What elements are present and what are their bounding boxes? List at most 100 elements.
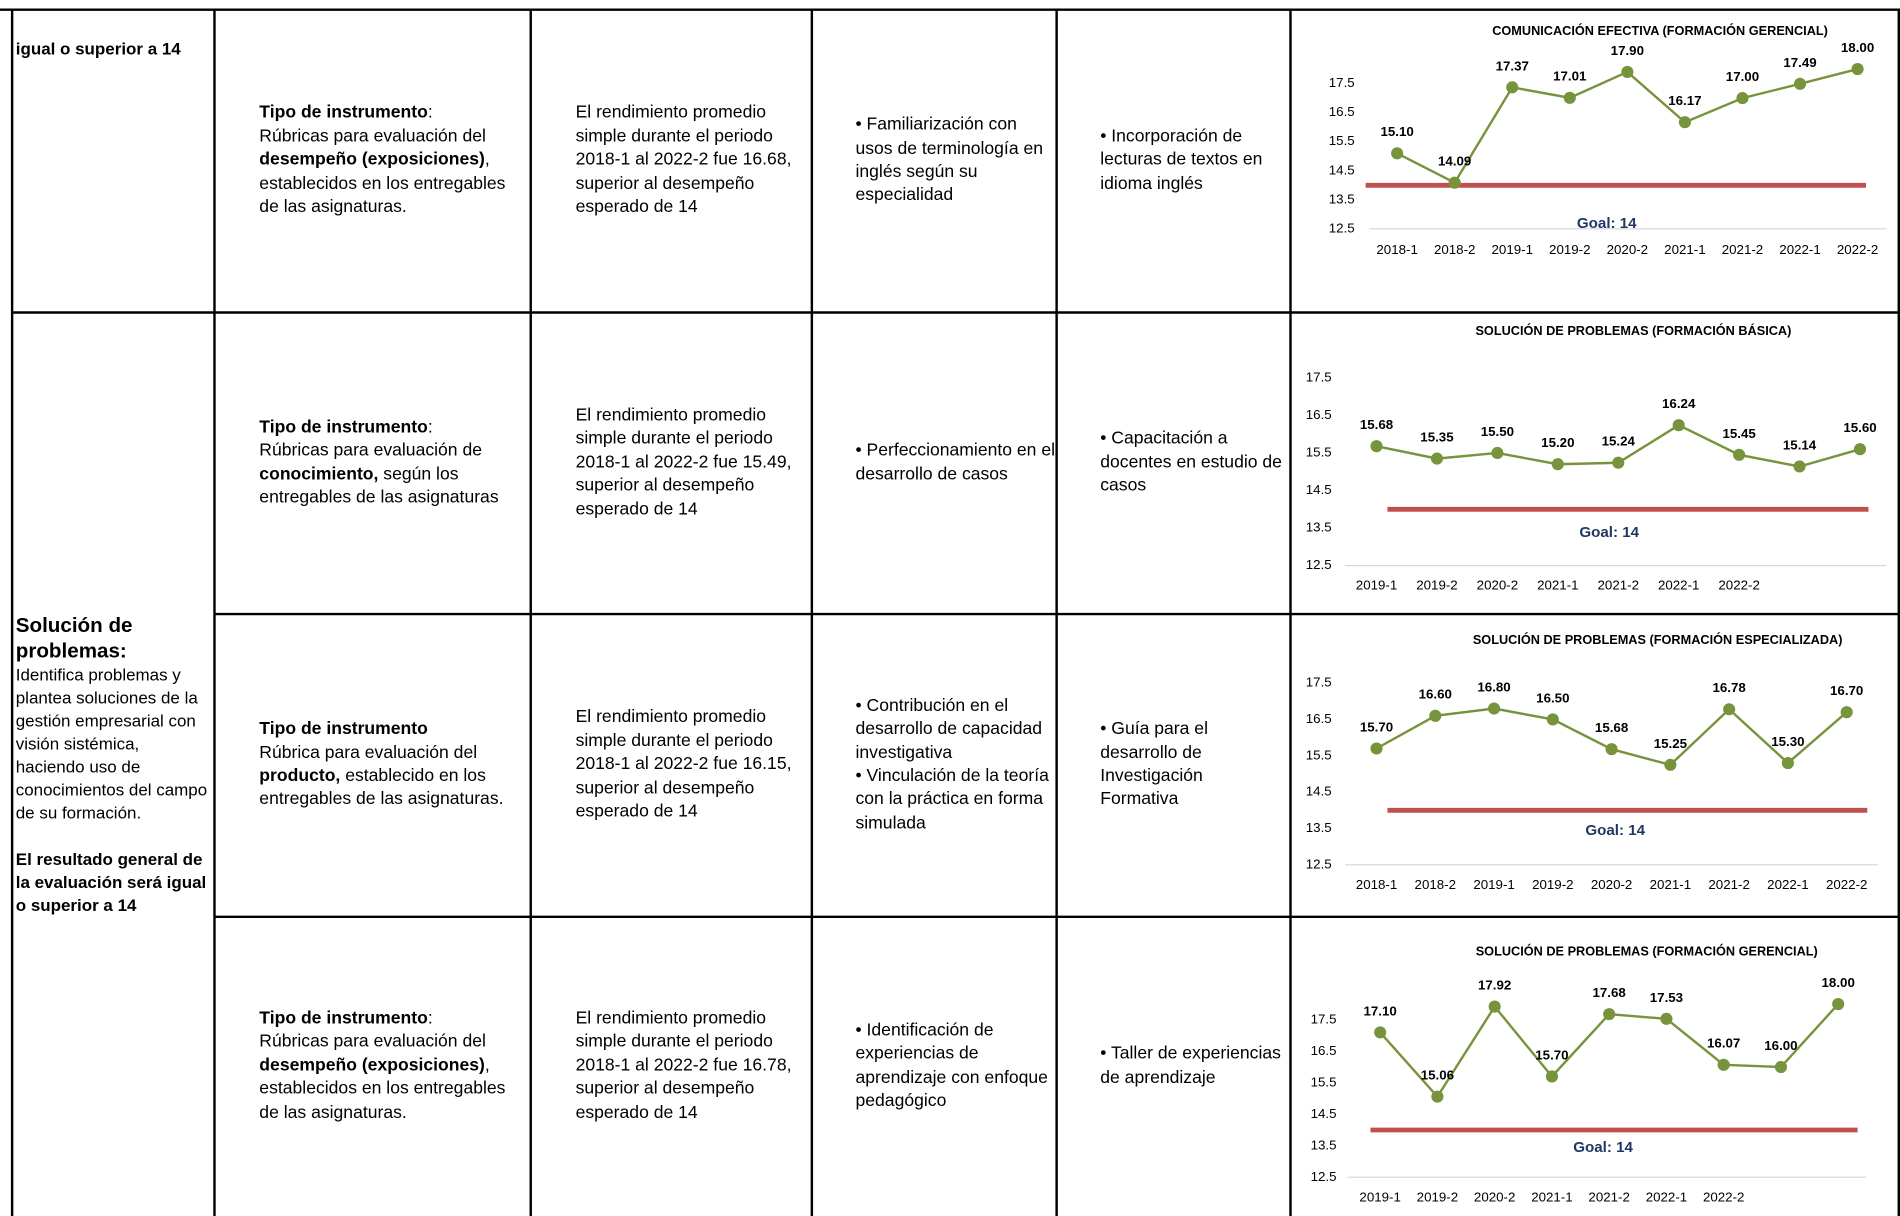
y-tick-label: 12.5 <box>1306 856 1332 871</box>
data-label: 15.06 <box>1421 1068 1454 1083</box>
data-point <box>1546 713 1559 726</box>
result-cell: El rendimiento promedio simple durante e… <box>576 10 809 313</box>
data-label: 16.07 <box>1707 1036 1740 1051</box>
result-cell: El rendimiento promedio simple durante e… <box>576 917 809 1216</box>
x-tick-label: 2022-1 <box>1767 877 1808 892</box>
x-tick-label: 2021-2 <box>1588 1189 1629 1204</box>
instrument-segment: establecido en los entregables de las as… <box>259 766 504 810</box>
data-label: 17.53 <box>1650 990 1683 1005</box>
action-cell: • Incorporación de lecturas de textos en… <box>1100 10 1282 313</box>
data-label: 17.92 <box>1478 977 1511 992</box>
result-text: El rendimiento promedio simple durante e… <box>575 405 792 520</box>
data-point <box>1563 91 1576 104</box>
x-tick-label: 2018-2 <box>1415 877 1456 892</box>
chart-title: SOLUCIÓN DE PROBLEMAS (FORMACIÓN BÁSICA) <box>1475 323 1791 338</box>
instrument-segment: Tipo de instrumento <box>259 1008 428 1029</box>
data-label: 15.14 <box>1783 437 1817 452</box>
data-point <box>1391 147 1404 160</box>
instrument-cell: Tipo de instrumento Rúbrica para evaluac… <box>259 614 526 917</box>
y-tick-label: 13.5 <box>1306 520 1332 535</box>
goal-label: Goal: 14 <box>1577 215 1637 232</box>
chart-title: SOLUCIÓN DE PROBLEMAS (FORMACIÓN ESPECIA… <box>1473 632 1843 647</box>
data-label: 16.00 <box>1764 1038 1797 1053</box>
x-tick-label: 2022-1 <box>1646 1189 1687 1204</box>
x-tick-label: 2018-1 <box>1356 877 1397 892</box>
instrument-cell: Tipo de instrumento: Rúbricas para evalu… <box>259 10 526 313</box>
x-tick-label: 2020-2 <box>1607 242 1648 257</box>
y-tick-label: 13.5 <box>1306 820 1332 835</box>
instrument-segment: Rúbrica para evaluación del <box>259 743 478 763</box>
criterion-cell: igual o superior a 14 <box>16 15 210 308</box>
data-point <box>1774 1060 1787 1074</box>
criterion-heading: Solución de problemas: <box>15 613 133 662</box>
chart-title: COMUNICACIÓN EFECTIVA (FORMACIÓN GERENCI… <box>1492 23 1828 38</box>
data-label: 16.80 <box>1477 679 1510 694</box>
y-tick-label: 17.5 <box>1306 369 1332 384</box>
data-label: 16.17 <box>1668 93 1701 108</box>
instrument-segment: producto, <box>259 766 341 787</box>
data-point <box>1491 446 1504 460</box>
data-point <box>1736 92 1749 105</box>
y-tick-label: 14.5 <box>1306 482 1332 497</box>
x-tick-label: 2022-2 <box>1703 1189 1744 1204</box>
x-tick-label: 2021-2 <box>1598 578 1639 593</box>
data-point <box>1733 448 1746 461</box>
data-point <box>1430 452 1444 465</box>
y-tick-label: 17.5 <box>1329 75 1355 90</box>
y-tick-label: 12.5 <box>1306 557 1332 572</box>
data-label: 14.09 <box>1438 154 1471 169</box>
x-tick-label: 2018-2 <box>1434 242 1475 257</box>
data-label: 16.70 <box>1830 683 1863 698</box>
x-tick-label: 2022-2 <box>1718 578 1759 593</box>
chart-title: SOLUCIÓN DE PROBLEMAS (FORMACIÓN GERENCI… <box>1476 943 1818 958</box>
data-point <box>1605 743 1618 756</box>
y-tick-label: 12.5 <box>1311 1169 1337 1184</box>
improvement-text: • Perfeccionamiento en el desarrollo de … <box>855 440 1056 484</box>
data-point <box>1370 742 1383 755</box>
data-point <box>1603 1008 1616 1021</box>
action-text: • Incorporación de lecturas de textos en… <box>1100 127 1263 194</box>
criterion-text: El resultado general de la evaluación se… <box>15 848 207 914</box>
x-tick-label: 2019-1 <box>1492 242 1533 257</box>
x-tick-label: 2020-2 <box>1591 877 1632 892</box>
data-point <box>1431 1090 1444 1103</box>
data-label: 16.24 <box>1662 396 1696 411</box>
data-point <box>1370 440 1383 453</box>
x-tick-label: 2022-1 <box>1779 242 1820 257</box>
x-tick-label: 2019-1 <box>1473 877 1514 892</box>
x-tick-label: 2019-2 <box>1549 242 1590 257</box>
x-tick-label: 2019-1 <box>1359 1189 1400 1204</box>
improvement-text: • Identificación de experiencias de apre… <box>855 1020 1048 1111</box>
data-point <box>1832 997 1845 1011</box>
data-point <box>1621 65 1634 78</box>
x-tick-label: 2021-1 <box>1537 578 1578 593</box>
improvement-text: • Contribución en el desarrollo de capac… <box>855 696 1043 763</box>
goal-label: Goal: 14 <box>1579 524 1639 541</box>
data-label: 17.90 <box>1611 43 1644 58</box>
data-label: 15.30 <box>1771 734 1804 749</box>
data-label: 15.70 <box>1535 1047 1568 1062</box>
data-label: 17.37 <box>1496 58 1529 73</box>
data-point <box>1853 443 1867 456</box>
action-text: • Guía para el desarrollo de Investigaci… <box>1100 719 1208 810</box>
y-tick-label: 13.5 <box>1311 1137 1337 1152</box>
instrument-segment: Tipo de instrumento <box>259 719 428 740</box>
action-text: • Taller de experiencias de aprendizaje <box>1100 1044 1281 1088</box>
x-tick-label: 2019-2 <box>1417 1189 1458 1204</box>
y-tick-label: 15.5 <box>1311 1074 1337 1089</box>
instrument-segment: conocimiento, <box>259 464 379 484</box>
data-point <box>1717 1058 1730 1071</box>
data-point <box>1793 77 1807 90</box>
instrument-segment: según los entregables de las asignaturas <box>259 464 499 508</box>
y-tick-label: 14.5 <box>1311 1106 1337 1121</box>
y-tick-label: 16.5 <box>1311 1043 1337 1058</box>
data-label: 17.01 <box>1553 69 1587 84</box>
criterion-text: igual o superior a 14 <box>15 38 181 59</box>
instrument-segment: Tipo de instrumento <box>259 417 428 437</box>
y-tick-label: 17.5 <box>1311 1011 1337 1026</box>
y-tick-label: 14.5 <box>1329 162 1355 177</box>
x-tick-label: 2022-2 <box>1837 242 1878 257</box>
action-cell: • Taller de experiencias de aprendizaje <box>1100 917 1282 1216</box>
data-point <box>1664 758 1677 771</box>
